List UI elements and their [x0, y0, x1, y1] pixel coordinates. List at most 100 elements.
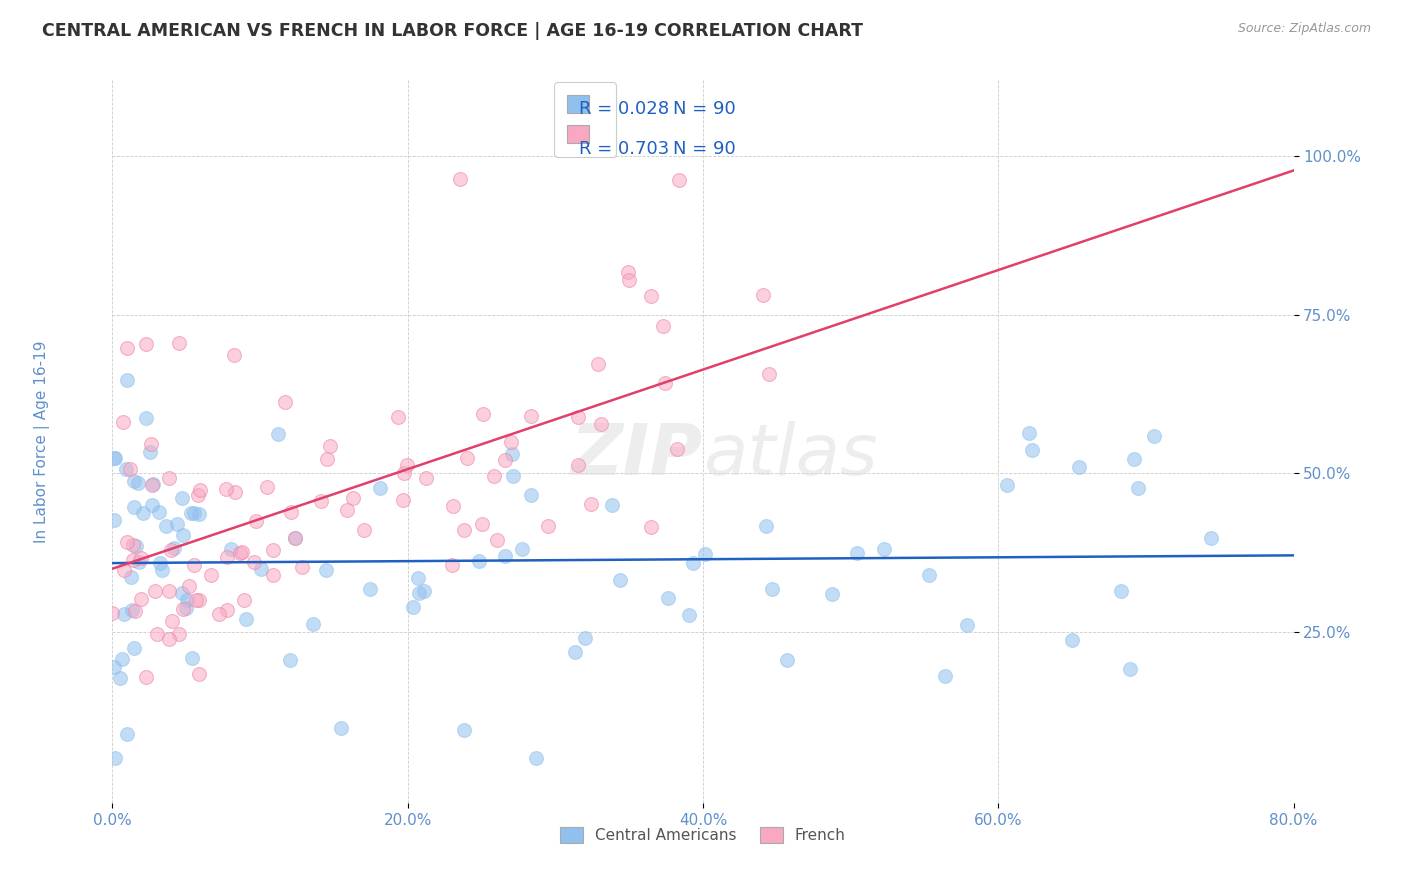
- Point: [640, 288, 662, 302]
- Point: [336, 503, 359, 517]
- Point: [267, 426, 290, 441]
- Point: [1143, 429, 1166, 443]
- Point: [101, 607, 124, 621]
- Point: [184, 592, 207, 607]
- Point: [170, 491, 193, 505]
- Point: [262, 567, 284, 582]
- Text: N = 90: N = 90: [673, 100, 737, 118]
- Point: [169, 335, 191, 350]
- Point: [231, 545, 253, 559]
- Text: CENTRAL AMERICAN VS FRENCH IN LABOR FORCE | AGE 16-19 CORRELATION CHART: CENTRAL AMERICAN VS FRENCH IN LABOR FORC…: [42, 22, 863, 40]
- Point: [574, 631, 596, 645]
- Point: [148, 505, 170, 519]
- Point: [177, 579, 200, 593]
- Text: Source: ZipAtlas.com: Source: ZipAtlas.com: [1237, 22, 1371, 36]
- Point: [353, 523, 375, 537]
- Point: [135, 411, 157, 425]
- Point: [256, 480, 278, 494]
- Point: [1060, 632, 1083, 647]
- Point: [567, 409, 589, 424]
- Point: [224, 348, 246, 362]
- Legend: Central Americans, French: Central Americans, French: [554, 822, 852, 849]
- Point: [934, 669, 956, 683]
- Point: [135, 337, 157, 351]
- Point: [122, 475, 145, 489]
- Point: [342, 491, 364, 505]
- Point: [1067, 460, 1090, 475]
- Point: [217, 603, 239, 617]
- Point: [167, 627, 190, 641]
- Text: In Labor Force | Age 16-19: In Labor Force | Age 16-19: [34, 340, 49, 543]
- Point: [1118, 662, 1140, 676]
- Point: [408, 571, 430, 585]
- Point: [122, 640, 145, 655]
- Point: [1109, 583, 1132, 598]
- Point: [219, 541, 242, 556]
- Point: [319, 439, 342, 453]
- Point: [157, 471, 180, 485]
- Point: [758, 368, 780, 382]
- Point: [654, 376, 676, 390]
- Point: [172, 602, 194, 616]
- Point: [139, 445, 162, 459]
- Point: [1018, 425, 1040, 440]
- Text: ZIP: ZIP: [571, 422, 703, 491]
- Point: [609, 573, 631, 587]
- Point: [368, 482, 391, 496]
- Point: [1201, 532, 1223, 546]
- Point: [640, 520, 662, 534]
- Point: [402, 599, 425, 614]
- Point: [600, 498, 623, 512]
- Point: [141, 498, 163, 512]
- Point: [668, 173, 690, 187]
- Point: [155, 518, 177, 533]
- Point: [245, 514, 267, 528]
- Point: [124, 604, 146, 618]
- Point: [215, 549, 238, 564]
- Point: [665, 442, 688, 456]
- Point: [520, 487, 543, 501]
- Point: [1021, 442, 1043, 457]
- Point: [200, 568, 222, 582]
- Point: [208, 607, 231, 621]
- Point: [114, 462, 136, 476]
- Point: [115, 534, 138, 549]
- Point: [214, 482, 236, 496]
- Point: [1128, 481, 1150, 495]
- Point: [471, 517, 494, 532]
- Point: [187, 667, 209, 681]
- Point: [235, 612, 257, 626]
- Point: [166, 517, 188, 532]
- Point: [128, 555, 150, 569]
- Point: [1123, 452, 1146, 467]
- Point: [162, 614, 184, 628]
- Point: [162, 541, 184, 556]
- Point: [564, 645, 586, 659]
- Point: [392, 466, 415, 480]
- Point: [693, 547, 716, 561]
- Point: [482, 468, 505, 483]
- Point: [494, 452, 516, 467]
- Text: R = 0.703: R = 0.703: [579, 140, 669, 158]
- Point: [115, 341, 138, 355]
- Point: [129, 592, 152, 607]
- Point: [170, 586, 193, 600]
- Point: [441, 499, 464, 513]
- Point: [132, 506, 155, 520]
- Point: [115, 727, 138, 741]
- Point: [359, 582, 381, 597]
- Point: [761, 582, 783, 596]
- Point: [224, 485, 246, 500]
- Point: [146, 627, 169, 641]
- Point: [284, 531, 307, 545]
- Point: [103, 660, 125, 674]
- Point: [873, 541, 896, 556]
- Point: [441, 558, 464, 572]
- Point: [589, 417, 612, 431]
- Point: [274, 395, 297, 409]
- Point: [112, 415, 135, 429]
- Point: [228, 546, 250, 560]
- Point: [188, 507, 211, 521]
- Point: [278, 653, 301, 667]
- Point: [187, 592, 209, 607]
